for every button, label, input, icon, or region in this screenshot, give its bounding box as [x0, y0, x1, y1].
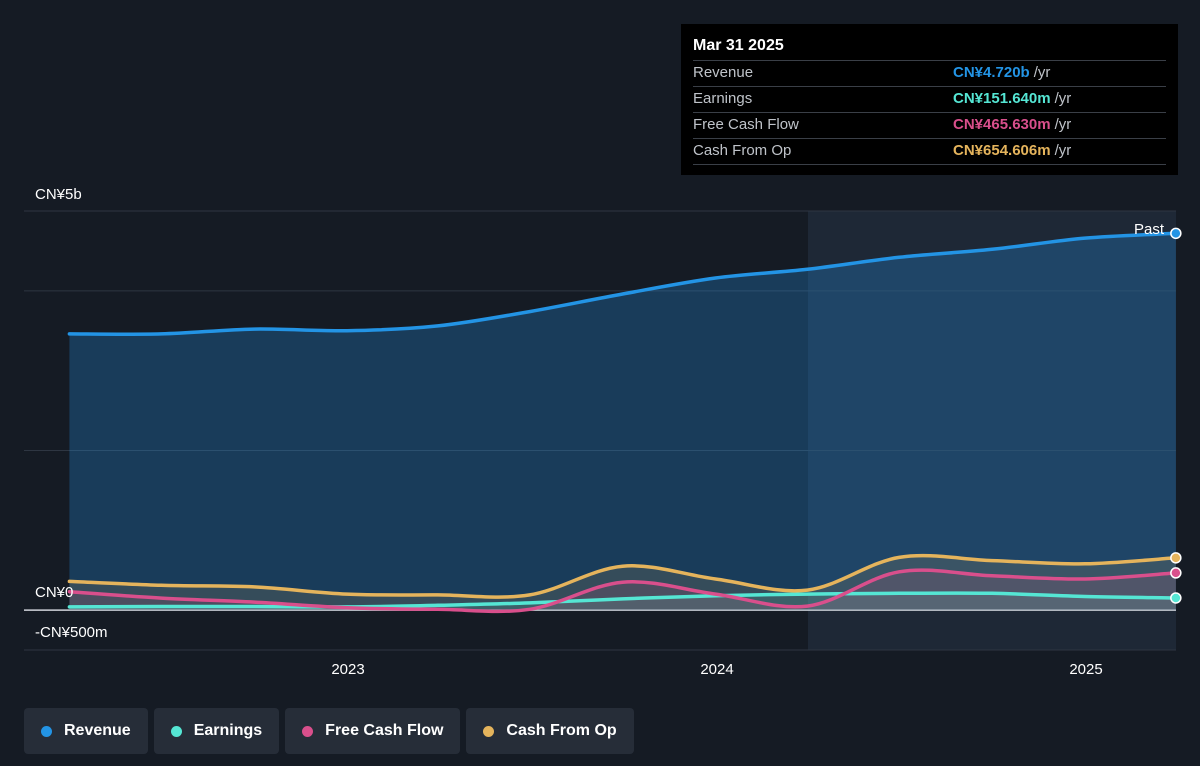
- legend-item-cash-from-op[interactable]: Cash From Op: [466, 708, 634, 754]
- series-end-points: [1170, 227, 1182, 604]
- legend-label: Revenue: [64, 722, 131, 739]
- earnings-line: [67, 591, 1178, 609]
- tooltip-row-free-cash-flow: Free Cash Flow CN¥465.630m /yr: [693, 112, 1166, 138]
- legend-item-revenue[interactable]: Revenue: [24, 708, 148, 754]
- tooltip-unit: /yr: [1054, 90, 1072, 107]
- x-tick-label-2023: 2023: [331, 661, 364, 678]
- free-cash-flow-line: [67, 568, 1178, 614]
- revenue-line: [67, 231, 1178, 337]
- free-cash-flow-dot-icon: [302, 725, 314, 737]
- tooltip-value: CN¥151.640m: [953, 90, 1051, 107]
- free-cash-flow-end-point: [1170, 567, 1182, 579]
- tooltip-value: CN¥4.720b: [953, 64, 1030, 81]
- y-tick-label-zero: CN¥0: [35, 584, 73, 601]
- gridlines: [24, 210, 1176, 651]
- y-tick-label-bottom: -CN¥500m: [35, 624, 108, 641]
- tooltip-value: CN¥465.630m: [953, 116, 1051, 133]
- tooltip-row-revenue: Revenue CN¥4.720b /yr: [693, 60, 1166, 86]
- tooltip-unit: /yr: [1054, 142, 1072, 159]
- earnings-end-point: [1170, 592, 1182, 604]
- series-areas: [69, 233, 1176, 612]
- tooltip-label: Cash From Op: [693, 142, 792, 159]
- revenue-end-point: [1170, 227, 1182, 240]
- tooltip-row-cash-from-op: Cash From Op CN¥654.606m /yr: [693, 138, 1166, 165]
- free-cash-flow-area: [69, 570, 1176, 612]
- tooltip-date: Mar 31 2025: [693, 37, 784, 54]
- series-lines: [67, 231, 1178, 614]
- past-label: Past: [1134, 221, 1165, 238]
- earnings-area: [69, 593, 1176, 611]
- tooltip-label: Earnings: [693, 90, 753, 107]
- legend: Revenue Earnings Free Cash Flow Cash Fro…: [24, 708, 640, 754]
- legend-label: Free Cash Flow: [325, 722, 444, 739]
- tooltip-unit: /yr: [1033, 64, 1051, 81]
- tooltip-label: Revenue: [693, 64, 754, 81]
- cash-from-op-dot-icon: [483, 725, 495, 737]
- x-tick-label-2024: 2024: [700, 661, 733, 678]
- revenue-dot-icon: [41, 725, 52, 737]
- tooltip: Mar 31 2025 Revenue CN¥4.720b /yr Earnin…: [681, 24, 1178, 175]
- legend-label: Earnings: [193, 722, 263, 739]
- legend-item-free-cash-flow[interactable]: Free Cash Flow: [285, 708, 461, 754]
- tooltip-unit: /yr: [1054, 116, 1072, 133]
- x-tick-label-2025: 2025: [1069, 661, 1102, 678]
- cash-from-op-end-point: [1170, 552, 1182, 564]
- cash-from-op-line: [67, 553, 1178, 599]
- tooltip-value: CN¥654.606m: [953, 142, 1051, 159]
- earnings-dot-icon: [170, 725, 182, 737]
- chart: CN¥5b CN¥0 -CN¥500m 2023 2024 2025 Past: [24, 186, 1182, 678]
- tooltip-label: Free Cash Flow: [693, 116, 799, 133]
- legend-label: Cash From Op: [506, 722, 617, 739]
- legend-item-earnings[interactable]: Earnings: [153, 708, 280, 754]
- tooltip-row-earnings: Earnings CN¥151.640m /yr: [693, 86, 1166, 112]
- y-tick-label-top: CN¥5b: [35, 186, 82, 203]
- revenue-area: [69, 233, 1176, 611]
